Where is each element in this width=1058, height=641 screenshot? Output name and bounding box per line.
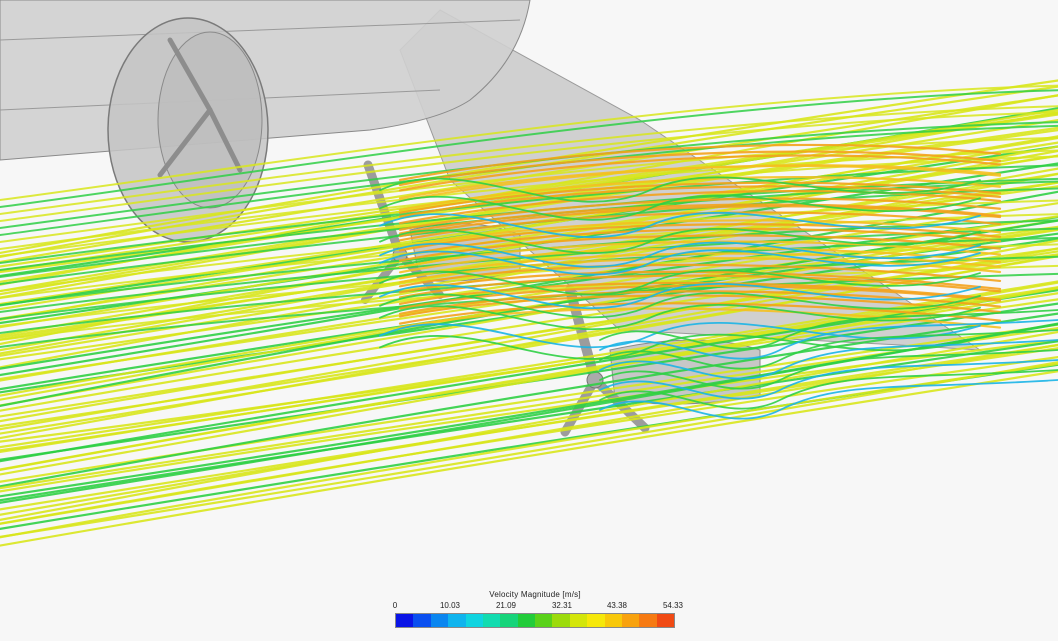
streamline xyxy=(398,223,1002,252)
streamline xyxy=(379,269,981,296)
legend-swatch xyxy=(535,614,553,627)
streamline xyxy=(379,333,981,360)
legend-swatch xyxy=(587,614,605,627)
streamline xyxy=(398,143,1002,182)
legend-swatch xyxy=(552,614,570,627)
streamline xyxy=(0,111,1058,222)
streamline xyxy=(398,211,1002,242)
streamline xyxy=(0,129,1058,296)
streamline xyxy=(379,227,981,255)
legend-tick: 54.33 xyxy=(662,601,684,610)
fan-blade xyxy=(207,107,243,173)
streamline xyxy=(0,84,1058,201)
streamline xyxy=(398,203,1002,235)
streamline xyxy=(599,339,1058,380)
streamline xyxy=(0,330,1058,522)
streamline xyxy=(0,136,1058,243)
streamline xyxy=(398,302,1002,325)
streamline xyxy=(398,190,1002,225)
streamline xyxy=(599,319,1058,360)
legend-tick: 0 xyxy=(392,601,398,610)
streamline xyxy=(398,197,1002,231)
streamline xyxy=(379,241,981,268)
streamline xyxy=(0,361,1058,539)
streamline xyxy=(0,89,1058,208)
streamline xyxy=(599,349,1058,390)
streamline xyxy=(398,227,1002,257)
legend-tick: 32.31 xyxy=(551,601,573,610)
fan-blade xyxy=(167,37,213,113)
streamline xyxy=(599,369,1058,410)
streamline xyxy=(0,344,1058,516)
streamline xyxy=(0,370,1058,547)
streamline xyxy=(0,155,1058,257)
color-scale-bar xyxy=(395,613,675,628)
streamline xyxy=(398,185,1002,218)
streamline xyxy=(398,281,1002,305)
legend-swatch xyxy=(465,614,483,627)
streamline xyxy=(0,340,1058,502)
streamline xyxy=(398,252,1002,280)
streamline xyxy=(599,379,1058,420)
streamline xyxy=(0,164,1058,264)
streamline xyxy=(379,249,981,276)
streamline xyxy=(0,339,1058,493)
legend-ticks: 0 10.03 21.09 32.31 43.38 54.33 xyxy=(392,601,683,611)
streamline xyxy=(0,280,1058,449)
legend-tick: 43.38 xyxy=(606,601,628,610)
legend-tick: 10.03 xyxy=(439,601,461,610)
streamline xyxy=(379,176,981,203)
legend-swatch xyxy=(396,614,414,627)
streamline xyxy=(599,309,1058,350)
streamline xyxy=(599,329,1058,370)
streamline xyxy=(379,303,981,331)
legend-swatch xyxy=(639,614,657,627)
streamline xyxy=(0,288,1058,463)
streamline xyxy=(0,227,1058,313)
streamline xyxy=(398,150,1002,187)
legend-swatch xyxy=(656,614,674,627)
streamline xyxy=(398,234,1002,262)
streamline xyxy=(0,243,1058,327)
legend-swatch xyxy=(517,614,535,627)
streamline xyxy=(379,282,981,310)
streamline xyxy=(0,215,1058,382)
streamlines xyxy=(0,79,1058,547)
streamline xyxy=(398,181,1002,214)
legend-swatch xyxy=(500,614,518,627)
legend-swatch xyxy=(430,614,449,627)
streamline xyxy=(0,105,1058,215)
streamline xyxy=(398,274,1002,299)
legend-swatch xyxy=(604,614,622,627)
streamline xyxy=(0,247,1058,440)
streamline xyxy=(379,194,981,221)
streamline xyxy=(0,264,1058,341)
legend-swatch xyxy=(621,614,640,627)
legend-swatch xyxy=(482,614,501,627)
streamline xyxy=(0,145,1058,329)
streamline xyxy=(0,172,1058,357)
streamline xyxy=(0,343,1058,525)
streamline xyxy=(398,247,1002,274)
streamline xyxy=(398,263,1002,288)
streamline xyxy=(398,154,1002,192)
streamline xyxy=(379,292,981,319)
streamline xyxy=(379,211,981,239)
streamline xyxy=(398,240,1002,269)
fan-blade xyxy=(157,107,213,178)
streamline xyxy=(599,359,1058,400)
streamline xyxy=(0,322,1058,504)
legend-swatch xyxy=(413,614,431,627)
legend-swatch xyxy=(569,614,588,627)
legend-tick: 21.09 xyxy=(495,601,517,610)
streamline xyxy=(398,164,1002,202)
legend-title: Velocity Magnitude [m/s] xyxy=(489,590,581,599)
velocity-legend: Velocity Magnitude [m/s] 0 10.03 21.09 3… xyxy=(392,590,683,630)
fuselage-panel-line xyxy=(0,19,521,41)
streamline xyxy=(398,219,1002,249)
legend-swatch xyxy=(448,614,466,627)
